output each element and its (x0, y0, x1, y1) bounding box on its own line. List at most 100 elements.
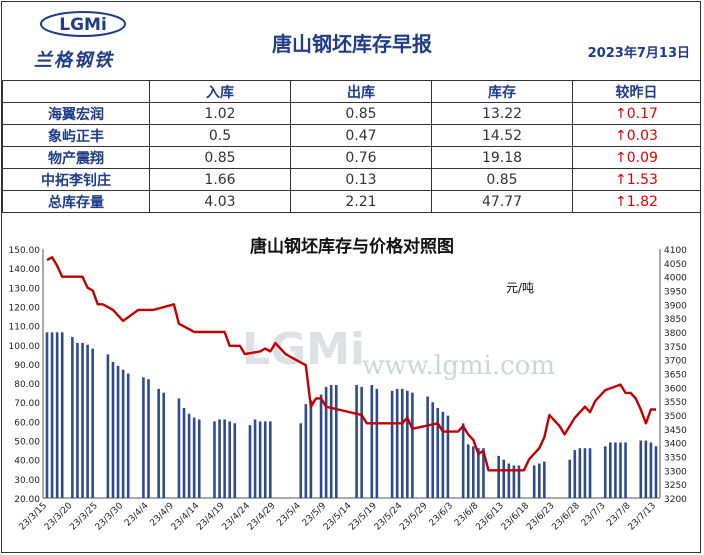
left-tick-label: 110.00 (9, 323, 41, 333)
inventory-bar (50, 332, 54, 498)
x-tick-label: 23/3/30 (94, 501, 126, 533)
inventory-bar (218, 419, 221, 498)
right-axis-unit: 元/吨 (506, 281, 534, 295)
inventory-bar (45, 332, 49, 498)
inventory-bar (477, 448, 480, 498)
left-tick-label: 60.00 (14, 418, 40, 428)
x-tick-label: 23/5/29 (398, 501, 430, 533)
inventory-bar (360, 386, 363, 498)
col-header-change: 较昨日 (572, 80, 701, 103)
col-header-out: 出库 (290, 80, 432, 103)
left-tick-label: 40.00 (14, 457, 40, 467)
inventory-bar (472, 446, 475, 498)
right-tick-label: 3700 (664, 357, 687, 367)
inventory-bar (91, 348, 94, 498)
inventory-table: 入库 出库 库存 较昨日 海翼宏润 1.02 0.85 13.22 ↑0.17 … (2, 80, 701, 213)
inventory-price-chart: LGMi www.lgmi.com 20.00 30.00 40.00 50.00 60… (9, 246, 688, 533)
right-tick-label: 3750 (664, 343, 687, 353)
row-name: 物产震翔 (2, 146, 150, 169)
row-in: 0.85 (149, 146, 291, 169)
right-tick-label: 3600 (664, 384, 687, 394)
inventory-bar (192, 417, 196, 498)
inventory-bar (60, 332, 64, 498)
row-out: 0.76 (290, 146, 432, 169)
left-tick-label: 20.00 (14, 495, 40, 505)
inventory-bar (334, 384, 338, 498)
inventory-bar (639, 440, 643, 498)
inventory-bar (436, 407, 440, 498)
inventory-bar (578, 448, 582, 498)
x-tick-label: 23/5/4 (275, 501, 303, 529)
x-tick-label: 23/4/29 (246, 501, 278, 533)
row-in: 4.03 (149, 190, 291, 213)
inventory-bar (411, 392, 414, 498)
watermark-logo: LGMi (242, 324, 365, 375)
brand-logo: LGMi 兰格钢铁 (28, 8, 138, 71)
inventory-bar (197, 419, 201, 498)
inventory-bar (370, 384, 374, 498)
row-stock: 19.18 (431, 146, 573, 169)
inventory-bar (573, 450, 577, 498)
inventory-bar (76, 342, 79, 498)
inventory-bar (263, 421, 267, 498)
row-change: ↑0.03 (572, 124, 701, 147)
left-tick-label: 130.00 (9, 284, 41, 294)
inventory-bar (213, 421, 216, 498)
page-title: 唐山钢坯库存早报 (272, 32, 432, 56)
row-change: ↑1.53 (572, 168, 701, 191)
inventory-bar (517, 465, 521, 498)
inventory-bar (537, 463, 541, 498)
inventory-bar (619, 442, 622, 498)
inventory-bar (187, 413, 191, 498)
table-row-total: 总库存量 4.03 2.21 47.77 ↑1.82 (2, 190, 701, 213)
inventory-bar (162, 392, 166, 498)
lgmi-logo-icon: LGMi (40, 11, 126, 37)
right-tick-label: 4000 (664, 274, 687, 284)
inventory-bar (431, 402, 434, 498)
right-tick-label: 3650 (664, 371, 687, 381)
row-in: 1.66 (149, 168, 291, 191)
inventory-bar (649, 442, 653, 498)
x-tick-label: 23/6/28 (550, 501, 582, 533)
col-header-name (2, 80, 150, 103)
inventory-bar (512, 465, 516, 498)
left-tick-label: 100.00 (9, 342, 41, 352)
row-in: 1.02 (149, 102, 291, 125)
right-tick-label: 4100 (664, 246, 687, 256)
inventory-bar (223, 419, 226, 498)
inventory-bar (147, 379, 150, 498)
right-tick-label: 3400 (664, 440, 687, 450)
right-tick-label: 3300 (664, 467, 687, 477)
right-tick-label: 3450 (664, 426, 687, 436)
inventory-bar (654, 446, 658, 498)
watermark: LGMi www.lgmi.com (242, 324, 555, 381)
chart-title: 唐山钢坯库存与价格对照图 (250, 237, 454, 257)
row-name: 象屿正丰 (2, 124, 150, 147)
row-out: 2.21 (290, 190, 432, 213)
table-row: 象屿正丰 0.5 0.47 14.52 ↑0.03 (2, 124, 701, 147)
row-change: ↑0.09 (572, 146, 701, 169)
report-date: 2023年7月13日 (587, 46, 690, 61)
inventory-bar (233, 423, 237, 498)
inventory-bar (603, 446, 607, 498)
inventory-bar (502, 459, 506, 498)
table-row: 中拓李钊庄 1.66 0.13 0.85 ↑1.53 (2, 168, 701, 191)
inventory-bar (461, 423, 465, 498)
inventory-bar (177, 398, 181, 498)
inventory-bar (507, 463, 511, 498)
row-out: 0.13 (290, 168, 432, 191)
left-tick-label: 150.00 (9, 246, 41, 256)
x-tick-label: 23/7/3 (580, 501, 608, 529)
inventory-bar (299, 423, 303, 498)
inventory-bar (390, 390, 394, 498)
left-tick-label: 30.00 (14, 476, 40, 486)
inventory-bar (588, 448, 592, 498)
row-name: 总库存量 (2, 190, 150, 213)
inventory-bar (355, 384, 358, 498)
table-row: 物产震翔 0.85 0.76 19.18 ↑0.09 (2, 146, 701, 169)
left-tick-label: 50.00 (14, 438, 40, 448)
table-header-row: 入库 出库 库存 较昨日 (2, 80, 701, 103)
price-line (46, 256, 656, 472)
right-tick-label: 3950 (664, 288, 687, 298)
